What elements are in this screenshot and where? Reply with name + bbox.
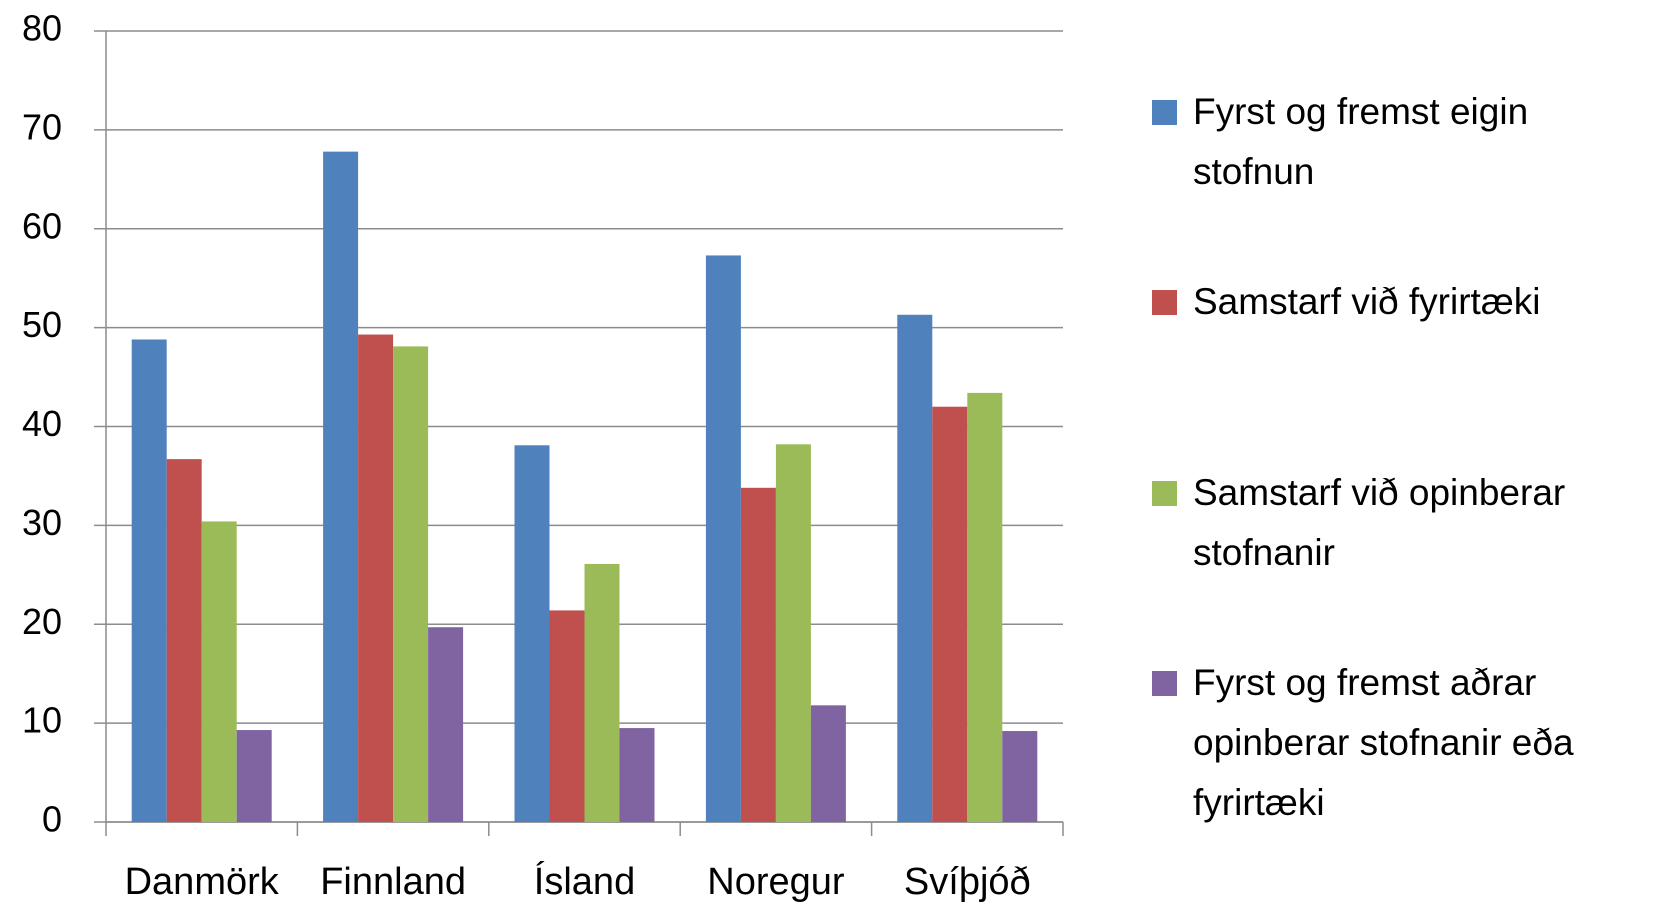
y-tick-label: 60 <box>22 205 62 246</box>
legend-swatch <box>1152 481 1177 506</box>
bar <box>236 730 272 822</box>
bar <box>775 444 811 822</box>
x-tick-label: Ísland <box>534 860 635 903</box>
bar <box>514 445 550 822</box>
x-tick-label: Danmörk <box>125 861 280 903</box>
legend-label: Fyrst og fremst aðrar opinberar stofnani… <box>1193 662 1574 823</box>
bar <box>549 610 585 822</box>
y-tick-label: 0 <box>42 799 62 840</box>
bar <box>619 728 655 822</box>
legend-label: Samstarf við fyrirtæki <box>1193 281 1541 322</box>
bar <box>705 255 741 823</box>
bar <box>1002 731 1038 822</box>
y-tick-label: 20 <box>22 601 62 642</box>
legend-label: Fyrst og fremst eigin stofnun <box>1193 91 1529 192</box>
legend-label: Samstarf við opinberar stofnanir <box>1193 472 1566 573</box>
bar <box>323 151 359 822</box>
legend-swatch <box>1152 100 1177 125</box>
x-tick-label: Finnland <box>320 861 466 903</box>
bar <box>166 459 202 822</box>
bar <box>428 627 464 822</box>
bar <box>932 406 968 822</box>
y-tick-label: 80 <box>22 8 62 49</box>
legend-item: Samstarf við fyrirtæki <box>1152 272 1652 332</box>
bar <box>740 487 776 822</box>
legend-item: Fyrst og fremst aðrar opinberar stofnani… <box>1152 653 1652 833</box>
y-tick-label: 70 <box>22 106 62 147</box>
legend-item: Fyrst og fremst eigin stofnun <box>1152 82 1652 202</box>
bar <box>393 346 429 822</box>
bar <box>201 521 237 822</box>
legend-swatch <box>1152 290 1177 315</box>
x-tick-label: Noregur <box>707 861 845 903</box>
y-tick-label: 30 <box>22 502 62 543</box>
bar <box>584 563 620 822</box>
x-tick-label: Svíþjóð <box>904 861 1031 903</box>
legend-item: Samstarf við opinberar stofnanir <box>1152 463 1652 583</box>
bar <box>897 314 933 822</box>
bar <box>358 334 394 822</box>
y-tick-label: 40 <box>22 403 62 444</box>
legend-swatch <box>1152 671 1177 696</box>
bar <box>131 339 167 822</box>
y-tick-label: 50 <box>22 304 62 345</box>
bar <box>967 392 1003 822</box>
y-tick-label: 10 <box>22 700 62 741</box>
bar <box>810 705 846 822</box>
